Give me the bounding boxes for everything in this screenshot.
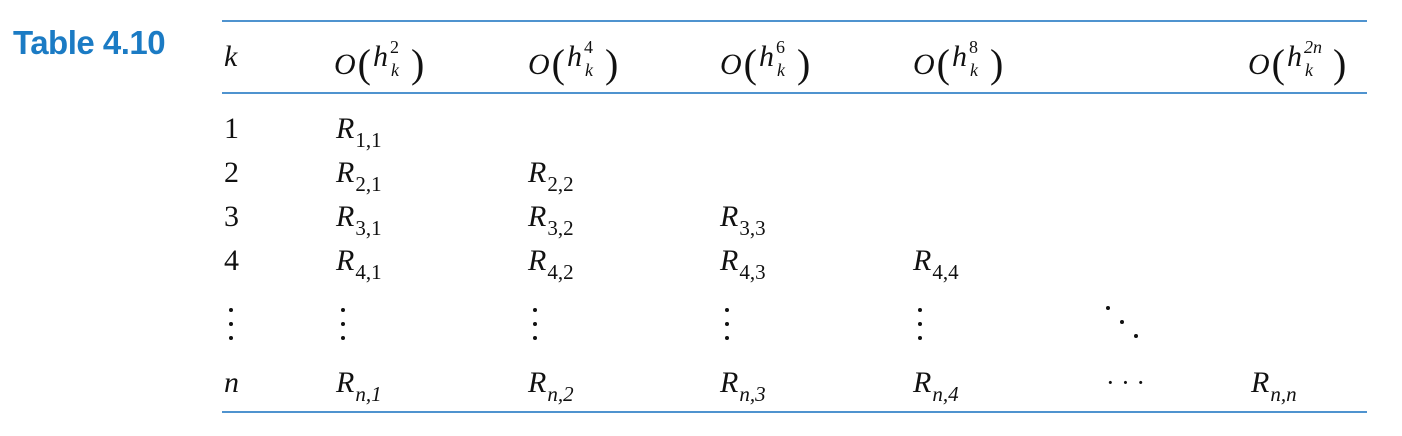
table-cell-rnn: Rn,n xyxy=(1251,366,1297,406)
header-order-h2: O(h 2 k) xyxy=(334,37,426,84)
open-paren: ( xyxy=(357,41,371,86)
table-cell-r42: R4,2 xyxy=(528,244,574,284)
row-k-3: 3 xyxy=(224,200,239,233)
open-paren: ( xyxy=(936,41,950,86)
big-o-symbol: O xyxy=(528,48,550,81)
big-o-symbol: O xyxy=(913,48,935,81)
vertical-ellipsis xyxy=(723,308,731,342)
close-paren: ) xyxy=(605,41,619,86)
header-order-h4: O(h 4 k) xyxy=(528,37,620,84)
row-k-n: n xyxy=(224,366,239,399)
table-cell-r31: R3,1 xyxy=(336,200,382,240)
big-o-symbol: O xyxy=(720,48,742,81)
close-paren: ) xyxy=(797,41,811,86)
table-cell-r21: R2,1 xyxy=(336,156,382,196)
row-k-4: 4 xyxy=(224,244,239,277)
big-o-symbol: O xyxy=(1248,48,1270,81)
header-order-h6: O(h 6 k) xyxy=(720,37,812,84)
table-cell-r22: R2,2 xyxy=(528,156,574,196)
vertical-ellipsis xyxy=(339,308,347,342)
diagonal-ellipsis xyxy=(1106,306,1146,346)
h-power: h 2n k xyxy=(1287,37,1322,80)
table-cell-r41: R4,1 xyxy=(336,244,382,284)
bottom-rule xyxy=(222,411,1367,413)
close-paren: ) xyxy=(990,41,1004,86)
row-k-2: 2 xyxy=(224,156,239,189)
close-paren: ) xyxy=(411,41,425,86)
header-order-h2n: O(h 2n k) xyxy=(1248,37,1348,84)
table-cell-r43: R4,3 xyxy=(720,244,766,284)
horizontal-ellipsis: · · · xyxy=(1106,368,1145,397)
table-cell-rn4: Rn,4 xyxy=(913,366,959,406)
table-cell-rn3: Rn,3 xyxy=(720,366,766,406)
open-paren: ( xyxy=(1271,41,1285,86)
close-paren: ) xyxy=(1333,41,1347,86)
table-cell-rn2: Rn,2 xyxy=(528,366,574,406)
row-k-1: 1 xyxy=(224,112,239,145)
table-cell-r44: R4,4 xyxy=(913,244,959,284)
table-cell-rn1: Rn,1 xyxy=(336,366,382,406)
big-o-symbol: O xyxy=(334,48,356,81)
open-paren: ( xyxy=(743,41,757,86)
table-cell-r33: R3,3 xyxy=(720,200,766,240)
vertical-ellipsis xyxy=(227,308,235,342)
table-cell-r32: R3,2 xyxy=(528,200,574,240)
open-paren: ( xyxy=(551,41,565,86)
header-k: k xyxy=(224,40,238,73)
vertical-ellipsis xyxy=(531,308,539,342)
vertical-ellipsis xyxy=(916,308,924,342)
table-cell-r11: R1,1 xyxy=(336,112,382,152)
header-order-h8: O(h 8 k) xyxy=(913,37,1005,84)
table-caption-label: Table 4.10 xyxy=(13,24,166,61)
top-rule xyxy=(222,20,1367,22)
header-rule xyxy=(222,92,1367,94)
